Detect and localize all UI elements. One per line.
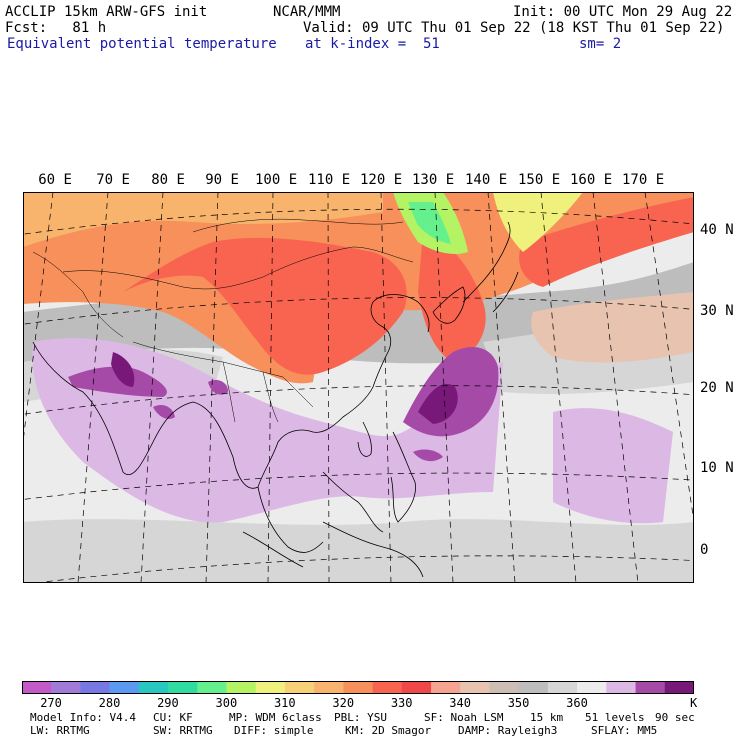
latitude-label: 0 <box>700 542 709 558</box>
colorbar-swatch <box>197 681 227 694</box>
longitude-label: 170 E <box>622 172 665 188</box>
latitude-label: 40 N <box>700 222 734 238</box>
field-warm-northwest <box>23 192 383 247</box>
colorbar-frame <box>22 681 694 694</box>
valid-time: Valid: 09 UTC Thu 01 Sep 22 (18 KST Thu … <box>303 20 725 36</box>
field-purple-myanmar <box>208 380 228 395</box>
colorbar-swatch <box>635 681 666 694</box>
field-core-northpacific <box>519 197 694 287</box>
model-info-item: KM: 2D Smagor <box>345 724 432 737</box>
colorbar-tick-label: 340 <box>449 696 471 710</box>
colorbar-tick-label: 310 <box>273 696 296 710</box>
field-violet-typhoon <box>418 383 458 424</box>
longitude-label: 130 E <box>412 172 455 188</box>
longitude-label: 110 E <box>308 172 351 188</box>
colorbar-swatch <box>138 681 169 694</box>
latitude-label: 30 N <box>700 303 734 319</box>
field-band-south <box>23 519 694 583</box>
field-purple-india <box>68 366 167 397</box>
model-info-item: Model Info: V4.4 <box>30 711 136 724</box>
coastlines <box>32 221 519 578</box>
model-info-item: MP: WDM 6class <box>229 711 322 724</box>
model-info-item: 90 sec <box>655 711 695 724</box>
colorbar-swatch <box>314 681 344 694</box>
longitude-label: 80 E <box>151 172 185 188</box>
org-label: NCAR/MMM <box>273 4 341 20</box>
colorbar-swatch <box>431 681 461 694</box>
colorbar-swatch <box>606 681 636 694</box>
colorbar-swatch <box>226 681 257 694</box>
model-info-item: CU: KF <box>153 711 193 724</box>
init-time: Init: 00 UTC Mon 29 Aug 22 <box>513 4 733 20</box>
field-salmon-east <box>531 292 694 363</box>
model-info-item: SFLAY: MM5 <box>591 724 658 737</box>
model-info-item: DIFF: simple <box>234 724 314 737</box>
level-index: at k-index = 51 <box>305 36 440 52</box>
colorbar-tick-label: 360 <box>566 696 588 710</box>
colorbar-swatch <box>518 681 549 694</box>
model-title: ACCLIP 15km ARW-GFS init <box>5 4 208 20</box>
model-info-item: PBL: YSU <box>334 711 387 724</box>
colorbar-swatch <box>284 681 315 694</box>
colorbar-swatch <box>22 681 52 694</box>
colorbar-swatch <box>489 681 519 694</box>
colorbar-swatch <box>664 681 694 694</box>
colorbar-tick-label: 350 <box>507 696 530 710</box>
model-info-item: DAMP: Rayleigh3 <box>458 724 558 737</box>
colorbar-tick-label: 280 <box>98 696 121 710</box>
colorbar-swatch <box>168 681 198 694</box>
forecast-hour: Fcst: 81 h <box>5 20 107 36</box>
field-purple-islet <box>413 449 443 462</box>
colorbar-swatch <box>460 681 490 694</box>
colorbar-tick-label: 290 <box>157 696 179 710</box>
colorbar-swatch <box>80 681 110 694</box>
longitude-label: 150 E <box>518 172 561 188</box>
longitude-label: 90 E <box>205 172 239 188</box>
colorbar <box>22 681 694 694</box>
colorbar-tick-label: 330 <box>390 696 413 710</box>
map-frame <box>23 192 694 583</box>
longitude-label: 100 E <box>255 172 298 188</box>
colorbar-swatch <box>577 681 607 694</box>
colorbar-swatch <box>109 681 140 694</box>
colorbar-swatch <box>343 681 373 694</box>
latitude-label: 20 N <box>700 380 734 396</box>
longitude-label: 160 E <box>570 172 613 188</box>
field-name: Equivalent potential temperature <box>7 36 277 52</box>
colorbar-swatch <box>255 681 286 694</box>
longitude-label: 120 E <box>360 172 403 188</box>
graticule <box>23 192 694 583</box>
model-info-item: LW: RRTMG <box>30 724 90 737</box>
colorbar-tick-label: 320 <box>332 696 355 710</box>
model-info-item: 15 km <box>530 711 564 724</box>
colorbar-tick-label: 300 <box>215 696 238 710</box>
colorbar-swatch <box>51 681 81 694</box>
latitude-label: 10 N <box>700 460 734 476</box>
colorbar-swatch <box>372 681 403 694</box>
model-info-item: SF: Noah LSM <box>424 711 504 724</box>
colorbar-swatch <box>547 681 578 694</box>
field-purple-bay <box>153 405 175 419</box>
field-core-china <box>123 237 407 375</box>
field-yellow-north <box>493 192 583 252</box>
longitude-label: 60 E <box>38 172 72 188</box>
map-panel <box>23 192 694 583</box>
model-info-item: 51 levels <box>585 711 645 724</box>
longitude-label: 70 E <box>96 172 130 188</box>
colorbar-tick-label: 270 <box>40 696 62 710</box>
country-borders <box>32 218 414 423</box>
field-violet-india <box>111 352 135 387</box>
colorbar-unit: K <box>690 696 698 710</box>
field-lavender-east <box>553 408 673 524</box>
field-core-korea <box>418 232 486 362</box>
smoothing: sm= 2 <box>579 36 622 52</box>
field-green-core <box>408 202 451 244</box>
colorbar-swatch <box>401 681 432 694</box>
model-info-item: SW: RRTMG <box>153 724 213 737</box>
longitude-label: 140 E <box>465 172 508 188</box>
